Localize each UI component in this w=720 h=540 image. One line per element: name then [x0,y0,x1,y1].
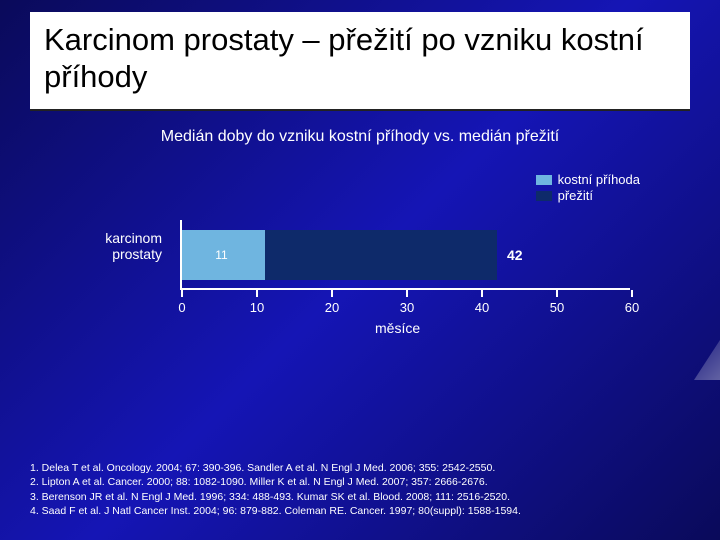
x-tick-label: 10 [250,300,264,315]
x-tick [331,290,333,297]
x-tick-label: 50 [550,300,564,315]
x-tick [556,290,558,297]
x-tick [181,290,183,297]
survival-chart: kostní příhoda přežití karcinom prostaty… [70,160,650,370]
x-tick-label: 30 [400,300,414,315]
category-label-line2: prostaty [112,246,162,262]
x-tick [481,290,483,297]
category-label: karcinom prostaty [70,230,170,262]
decorative-corner [694,340,720,380]
slide-title: Karcinom prostaty – přežití po vzniku ko… [44,22,676,95]
slide-title-block: Karcinom prostaty – přežití po vzniku ko… [30,12,690,111]
legend-label-0: kostní příhoda [558,172,640,188]
bar-preziti [265,230,498,280]
x-axis-ticks: 0102030405060 [182,290,632,298]
category-label-line1: karcinom [105,230,162,246]
chart-plot-area: 11 42 0102030405060 [180,220,630,290]
bar-label-1: 42 [507,247,523,263]
x-tick-label: 40 [475,300,489,315]
x-tick-label: 0 [178,300,185,315]
slide-subtitle: Medián doby do vzniku kostní příhody vs.… [0,128,720,146]
x-tick [631,290,633,297]
legend-item: přežití [536,188,640,204]
reference-line: 2. Lipton A et al. Cancer. 2000; 88: 108… [30,475,690,489]
x-tick [256,290,258,297]
bar-kostni-prihoda: 11 [182,230,265,280]
legend-item: kostní příhoda [536,172,640,188]
x-tick [406,290,408,297]
legend-label-1: přežití [558,188,593,204]
reference-line: 3. Berenson JR et al. N Engl J Med. 1996… [30,490,690,504]
chart-legend: kostní příhoda přežití [536,172,640,205]
bar-label-0: 11 [215,248,227,262]
x-tick-label: 20 [325,300,339,315]
x-axis-title: měsíce [375,320,420,336]
references-block: 1. Delea T et al. Oncology. 2004; 67: 39… [30,461,690,518]
reference-line: 1. Delea T et al. Oncology. 2004; 67: 39… [30,461,690,475]
bar-row: 11 42 [182,230,632,280]
legend-swatch-1 [536,191,552,201]
reference-line: 4. Saad F et al. J Natl Cancer Inst. 200… [30,504,690,518]
x-tick-label: 60 [625,300,639,315]
legend-swatch-0 [536,175,552,185]
